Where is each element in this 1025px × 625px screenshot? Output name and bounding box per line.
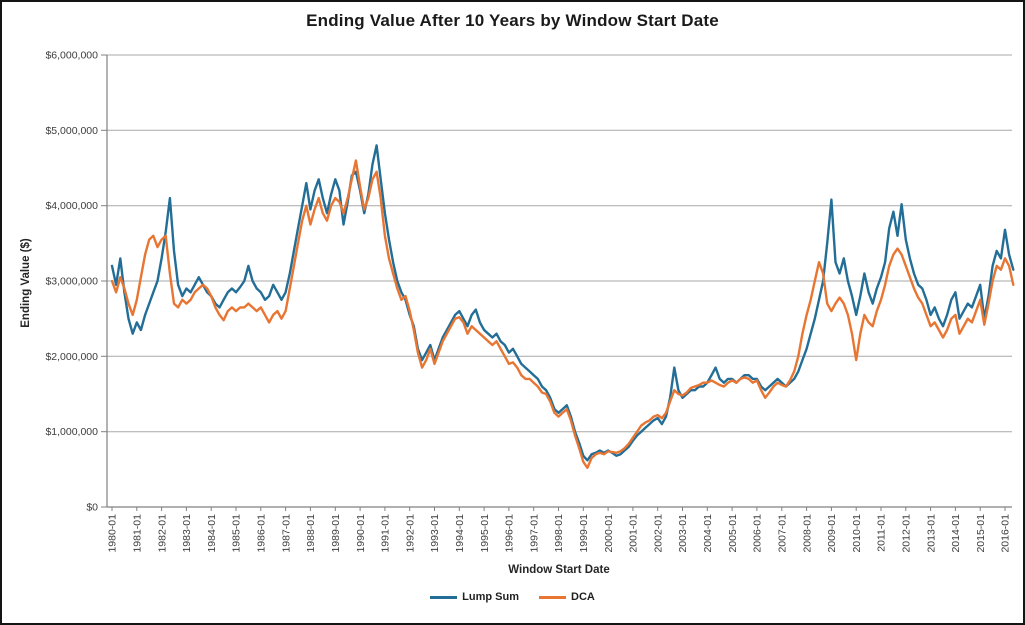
legend-label-lump-sum: Lump Sum xyxy=(462,591,519,603)
x-tick-label: 1992-01 xyxy=(404,514,416,553)
legend-label-dca: DCA xyxy=(571,591,595,603)
x-tick-label: 1980-01 xyxy=(107,514,119,553)
x-tick-label: 2009-01 xyxy=(826,514,838,553)
x-tick-label: 1985-01 xyxy=(231,514,243,553)
x-tick-label: 1997-01 xyxy=(528,514,540,553)
legend-item-lump-sum: Lump Sum xyxy=(430,591,519,603)
y-tick-label: $4,000,000 xyxy=(45,200,98,212)
series-line-dca xyxy=(110,159,1015,469)
x-axis-ticks: 1980-01 1981-01 1982-01 1983-01 1984-01 1985-… xyxy=(107,507,1012,553)
x-tick-label: 1996-01 xyxy=(504,514,516,553)
x-tick-label: 2004-01 xyxy=(702,514,714,553)
x-tick-label: 1984-01 xyxy=(206,514,218,553)
x-tick-label: 1987-01 xyxy=(280,514,292,553)
y-tick-label: $6,000,000 xyxy=(45,50,98,62)
x-tick-label: 1986-01 xyxy=(255,514,267,553)
x-tick-label: 2012-01 xyxy=(900,514,912,553)
x-tick-label: 2006-01 xyxy=(752,514,764,553)
x-tick-label: 1999-01 xyxy=(578,514,590,553)
y-axis-title: Ending Value ($) xyxy=(20,238,32,328)
data-series xyxy=(110,144,1015,469)
x-tick-label: 2007-01 xyxy=(776,514,788,553)
x-tick-label: 1990-01 xyxy=(355,514,367,553)
dca-line-swatch xyxy=(539,595,566,599)
x-tick-label: 2000-01 xyxy=(603,514,615,553)
lump-sum-line-swatch xyxy=(430,595,458,599)
chart-legend: Lump Sum DCA xyxy=(2,591,1023,603)
series-line-lump-sum xyxy=(110,144,1015,462)
x-axis-title: Window Start Date xyxy=(508,564,609,576)
y-tick-label: $2,000,000 xyxy=(45,351,98,363)
x-tick-label: 2013-01 xyxy=(925,514,937,553)
y-tick-label: $0 xyxy=(86,502,98,514)
x-tick-label: 1981-01 xyxy=(131,514,143,553)
x-tick-label: 1983-01 xyxy=(181,514,193,553)
chart-title: Ending Value After 10 Years by Window St… xyxy=(306,11,719,30)
x-tick-label: 1998-01 xyxy=(553,514,565,553)
x-tick-label: 1982-01 xyxy=(156,514,168,553)
y-tick-label: $1,000,000 xyxy=(45,426,98,438)
x-tick-label: 1993-01 xyxy=(429,514,441,553)
x-tick-label: 1989-01 xyxy=(330,514,342,553)
x-tick-label: 2003-01 xyxy=(677,514,689,553)
y-axis-ticks: $0 $1,000,000 $2,000,000 $3,000,000 $4,000,0… xyxy=(45,50,107,514)
x-tick-label: 2015-01 xyxy=(975,514,987,553)
x-tick-label: 2005-01 xyxy=(727,514,739,553)
x-tick-label: 2001-01 xyxy=(628,514,640,553)
x-tick-label: 1995-01 xyxy=(479,514,491,553)
x-tick-label: 1988-01 xyxy=(305,514,317,553)
x-tick-label: 1991-01 xyxy=(380,514,392,553)
y-tick-label: $3,000,000 xyxy=(45,276,98,288)
x-tick-label: 2008-01 xyxy=(801,514,813,553)
x-tick-label: 2002-01 xyxy=(652,514,664,553)
x-tick-label: 2011-01 xyxy=(876,514,888,552)
legend-item-dca: DCA xyxy=(539,591,595,603)
x-tick-label: 2014-01 xyxy=(950,514,962,553)
x-tick-label: 1994-01 xyxy=(454,514,466,553)
x-tick-label: 2010-01 xyxy=(851,514,863,553)
gridlines xyxy=(107,54,1012,433)
y-tick-label: $5,000,000 xyxy=(45,125,98,137)
x-tick-label: 2016-01 xyxy=(1000,514,1012,553)
